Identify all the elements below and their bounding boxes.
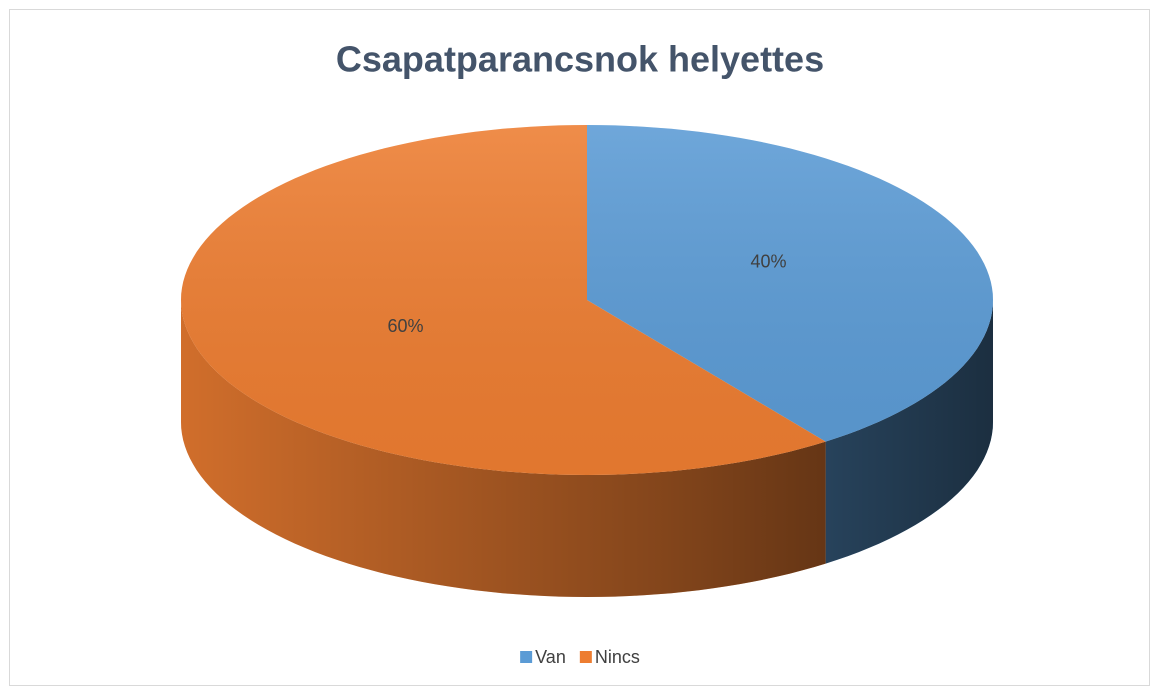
legend-swatch (579, 651, 592, 663)
data-label: 40% (750, 251, 786, 271)
chart-title: Csapatparancsnok helyettes (336, 39, 824, 80)
legend-swatch (520, 651, 533, 663)
side-shade (181, 300, 826, 597)
side-shade (825, 300, 993, 564)
top-shade (181, 125, 826, 475)
legend-label: Van (535, 647, 566, 667)
legend: Van Nincs (520, 647, 640, 667)
data-label: 60% (388, 316, 424, 336)
top-shade (587, 125, 993, 442)
legend-label: Nincs (595, 647, 640, 667)
